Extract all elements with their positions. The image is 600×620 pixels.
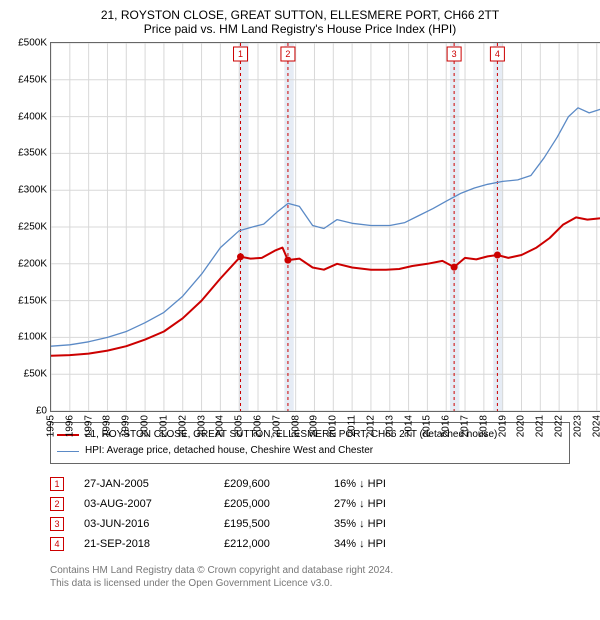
sale-diff: 34% ↓ HPI bbox=[334, 538, 454, 550]
sale-price: £212,000 bbox=[224, 538, 334, 550]
y-tick-label: £250K bbox=[18, 222, 47, 233]
x-tick-label: 2019 bbox=[497, 415, 508, 437]
x-tick-label: 1997 bbox=[83, 415, 94, 437]
x-tick-label: 2013 bbox=[384, 415, 395, 437]
sale-row: 3 03-JUN-2016£195,50035% ↓ HPI bbox=[50, 514, 570, 534]
x-tick-label: 2004 bbox=[215, 415, 226, 437]
svg-text:3: 3 bbox=[452, 49, 457, 59]
price-chart: 1234 £0£50K£100K£150K£200K£250K£300K£350… bbox=[50, 42, 600, 412]
y-tick-label: £400K bbox=[18, 111, 47, 122]
x-tick-label: 2006 bbox=[253, 415, 264, 437]
x-tick-label: 2018 bbox=[478, 415, 489, 437]
sale-date: 21-SEP-2018 bbox=[84, 538, 224, 550]
sale-row: 4 21-SEP-2018£212,00034% ↓ HPI bbox=[50, 534, 570, 554]
x-tick-label: 2008 bbox=[290, 415, 301, 437]
x-tick-label: 2024 bbox=[591, 415, 600, 437]
footer-line1: Contains HM Land Registry data © Crown c… bbox=[50, 564, 588, 577]
x-tick-label: 1995 bbox=[46, 415, 57, 437]
footer-line2: This data is licensed under the Open Gov… bbox=[50, 577, 588, 590]
x-tick-label: 2012 bbox=[365, 415, 376, 437]
x-tick-label: 2021 bbox=[535, 415, 546, 437]
legend-label: HPI: Average price, detached house, Ches… bbox=[85, 443, 373, 459]
y-tick-label: £350K bbox=[18, 148, 47, 159]
x-tick-label: 2002 bbox=[177, 415, 188, 437]
x-tick-label: 2010 bbox=[328, 415, 339, 437]
x-tick-label: 2015 bbox=[422, 415, 433, 437]
y-tick-label: £50K bbox=[24, 369, 47, 380]
sales-table: 1 27-JAN-2005£209,60016% ↓ HPI 2 03-AUG-200… bbox=[50, 474, 570, 554]
page-title-line2: Price paid vs. HM Land Registry's House … bbox=[12, 22, 588, 36]
svg-text:4: 4 bbox=[495, 49, 500, 59]
y-tick-label: £300K bbox=[18, 185, 47, 196]
sale-price: £195,500 bbox=[224, 518, 334, 530]
x-tick-label: 2009 bbox=[309, 415, 320, 437]
footer-attribution: Contains HM Land Registry data © Crown c… bbox=[50, 564, 588, 590]
x-tick-label: 2005 bbox=[234, 415, 245, 437]
sale-price: £209,600 bbox=[224, 478, 334, 490]
sale-row: 1 27-JAN-2005£209,60016% ↓ HPI bbox=[50, 474, 570, 494]
x-tick-label: 2023 bbox=[572, 415, 583, 437]
svg-text:1: 1 bbox=[238, 49, 243, 59]
sale-diff: 27% ↓ HPI bbox=[334, 498, 454, 510]
sale-diff: 35% ↓ HPI bbox=[334, 518, 454, 530]
y-tick-label: £500K bbox=[18, 38, 47, 49]
x-tick-label: 1998 bbox=[102, 415, 113, 437]
sale-diff: 16% ↓ HPI bbox=[334, 478, 454, 490]
y-tick-label: £450K bbox=[18, 74, 47, 85]
sale-row: 2 03-AUG-2007£205,00027% ↓ HPI bbox=[50, 494, 570, 514]
legend-item: HPI: Average price, detached house, Ches… bbox=[57, 443, 563, 459]
page-title-line1: 21, ROYSTON CLOSE, GREAT SUTTON, ELLESME… bbox=[12, 8, 588, 22]
x-tick-label: 2016 bbox=[441, 415, 452, 437]
x-tick-label: 2003 bbox=[196, 415, 207, 437]
sale-badge: 1 bbox=[50, 477, 64, 491]
sale-date: 03-JUN-2016 bbox=[84, 518, 224, 530]
sale-badge: 3 bbox=[50, 517, 64, 531]
sale-date: 27-JAN-2005 bbox=[84, 478, 224, 490]
sale-price: £205,000 bbox=[224, 498, 334, 510]
x-tick-label: 2001 bbox=[158, 415, 169, 437]
x-tick-label: 2007 bbox=[271, 415, 282, 437]
sale-badge: 2 bbox=[50, 497, 64, 511]
sale-badge: 4 bbox=[50, 537, 64, 551]
y-tick-label: £100K bbox=[18, 332, 47, 343]
x-tick-label: 2014 bbox=[403, 415, 414, 437]
x-tick-label: 2000 bbox=[140, 415, 151, 437]
x-tick-label: 1999 bbox=[121, 415, 132, 437]
x-tick-label: 2022 bbox=[554, 415, 565, 437]
legend-swatch bbox=[57, 451, 79, 452]
svg-text:2: 2 bbox=[285, 49, 290, 59]
y-tick-label: £150K bbox=[18, 295, 47, 306]
x-tick-label: 2017 bbox=[460, 415, 471, 437]
x-tick-label: 2020 bbox=[516, 415, 527, 437]
y-tick-label: £200K bbox=[18, 258, 47, 269]
x-tick-label: 2011 bbox=[347, 415, 358, 437]
x-tick-label: 1996 bbox=[64, 415, 75, 437]
sale-date: 03-AUG-2007 bbox=[84, 498, 224, 510]
